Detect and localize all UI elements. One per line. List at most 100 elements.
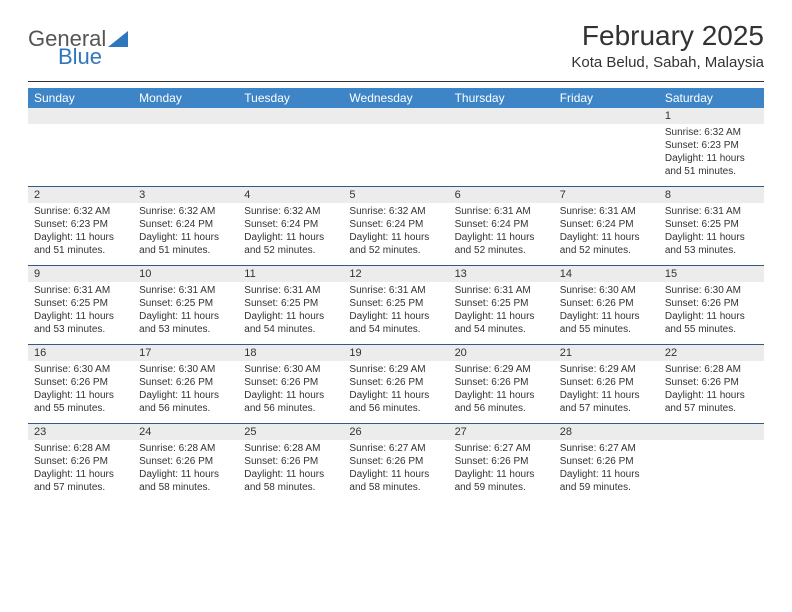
day-header-row: Sunday Monday Tuesday Wednesday Thursday…	[28, 88, 764, 108]
day-info-line: Sunrise: 6:31 AM	[244, 284, 337, 297]
day-cell: Sunrise: 6:31 AMSunset: 6:24 PMDaylight:…	[554, 203, 659, 265]
day-info-line: Daylight: 11 hours and 52 minutes.	[560, 231, 653, 257]
day-number: 14	[554, 266, 659, 282]
day-number: 25	[238, 424, 343, 440]
day-info-line: Sunset: 6:25 PM	[139, 297, 232, 310]
day-info-line: Sunset: 6:25 PM	[455, 297, 548, 310]
day-cell: Sunrise: 6:27 AMSunset: 6:26 PMDaylight:…	[554, 440, 659, 502]
week-content-row: Sunrise: 6:30 AMSunset: 6:26 PMDaylight:…	[28, 361, 764, 423]
day-cell: Sunrise: 6:32 AMSunset: 6:23 PMDaylight:…	[28, 203, 133, 265]
day-info-line: Sunset: 6:24 PM	[560, 218, 653, 231]
day-info-line: Sunrise: 6:30 AM	[665, 284, 758, 297]
calendar-page: General February 2025 Kota Belud, Sabah,…	[0, 0, 792, 522]
day-number: 7	[554, 187, 659, 203]
weeks-container: 1Sunrise: 6:32 AMSunset: 6:23 PMDaylight…	[28, 108, 764, 502]
day-info-line: Daylight: 11 hours and 54 minutes.	[455, 310, 548, 336]
day-cell: Sunrise: 6:32 AMSunset: 6:24 PMDaylight:…	[238, 203, 343, 265]
day-cell: Sunrise: 6:30 AMSunset: 6:26 PMDaylight:…	[28, 361, 133, 423]
day-number: 28	[554, 424, 659, 440]
day-number: 9	[28, 266, 133, 282]
week-row: 9101112131415	[28, 265, 764, 282]
day-cell	[238, 124, 343, 186]
day-number: 24	[133, 424, 238, 440]
day-info-line: Daylight: 11 hours and 58 minutes.	[139, 468, 232, 494]
day-info-line: Sunrise: 6:31 AM	[665, 205, 758, 218]
day-info-line: Sunset: 6:23 PM	[34, 218, 127, 231]
day-info-line: Sunrise: 6:31 AM	[139, 284, 232, 297]
day-info-line: Daylight: 11 hours and 54 minutes.	[244, 310, 337, 336]
day-info-line: Sunset: 6:25 PM	[244, 297, 337, 310]
day-info-line: Daylight: 11 hours and 52 minutes.	[455, 231, 548, 257]
day-cell	[659, 440, 764, 502]
day-info-line: Sunrise: 6:32 AM	[139, 205, 232, 218]
day-cell: Sunrise: 6:30 AMSunset: 6:26 PMDaylight:…	[238, 361, 343, 423]
day-cell	[343, 124, 448, 186]
day-info-line: Daylight: 11 hours and 59 minutes.	[560, 468, 653, 494]
day-cell: Sunrise: 6:28 AMSunset: 6:26 PMDaylight:…	[133, 440, 238, 502]
day-info-line: Sunset: 6:24 PM	[139, 218, 232, 231]
day-cell	[554, 124, 659, 186]
title-location: Kota Belud, Sabah, Malaysia	[571, 54, 764, 71]
day-info-line: Sunrise: 6:32 AM	[665, 126, 758, 139]
day-info-line: Sunrise: 6:29 AM	[455, 363, 548, 376]
day-number: 20	[449, 345, 554, 361]
day-cell: Sunrise: 6:32 AMSunset: 6:24 PMDaylight:…	[133, 203, 238, 265]
day-number	[133, 108, 238, 124]
day-header: Wednesday	[343, 88, 448, 108]
day-header: Saturday	[659, 88, 764, 108]
day-info-line: Sunset: 6:24 PM	[349, 218, 442, 231]
day-info-line: Daylight: 11 hours and 51 minutes.	[34, 231, 127, 257]
day-info-line: Sunset: 6:26 PM	[34, 376, 127, 389]
day-info-line: Daylight: 11 hours and 59 minutes.	[455, 468, 548, 494]
day-cell: Sunrise: 6:27 AMSunset: 6:26 PMDaylight:…	[343, 440, 448, 502]
day-cell	[28, 124, 133, 186]
day-info-line: Sunrise: 6:32 AM	[34, 205, 127, 218]
day-info-line: Sunset: 6:26 PM	[139, 455, 232, 468]
day-info-line: Sunrise: 6:27 AM	[560, 442, 653, 455]
day-number: 21	[554, 345, 659, 361]
day-cell: Sunrise: 6:29 AMSunset: 6:26 PMDaylight:…	[554, 361, 659, 423]
day-info-line: Sunset: 6:26 PM	[139, 376, 232, 389]
week-content-row: Sunrise: 6:32 AMSunset: 6:23 PMDaylight:…	[28, 124, 764, 186]
day-number: 13	[449, 266, 554, 282]
day-info-line: Sunrise: 6:31 AM	[34, 284, 127, 297]
day-cell: Sunrise: 6:30 AMSunset: 6:26 PMDaylight:…	[659, 282, 764, 344]
day-cell	[449, 124, 554, 186]
day-number	[449, 108, 554, 124]
day-info-line: Daylight: 11 hours and 54 minutes.	[349, 310, 442, 336]
day-info-line: Daylight: 11 hours and 56 minutes.	[244, 389, 337, 415]
day-header: Sunday	[28, 88, 133, 108]
day-info-line: Sunrise: 6:28 AM	[665, 363, 758, 376]
day-info-line: Sunrise: 6:28 AM	[244, 442, 337, 455]
day-number: 6	[449, 187, 554, 203]
day-info-line: Sunset: 6:25 PM	[349, 297, 442, 310]
day-info-line: Sunset: 6:26 PM	[560, 455, 653, 468]
day-info-line: Sunrise: 6:29 AM	[349, 363, 442, 376]
day-cell: Sunrise: 6:31 AMSunset: 6:25 PMDaylight:…	[238, 282, 343, 344]
day-number: 4	[238, 187, 343, 203]
day-number: 11	[238, 266, 343, 282]
day-info-line: Sunset: 6:24 PM	[244, 218, 337, 231]
day-info-line: Sunset: 6:26 PM	[560, 376, 653, 389]
day-number: 10	[133, 266, 238, 282]
day-cell: Sunrise: 6:30 AMSunset: 6:26 PMDaylight:…	[133, 361, 238, 423]
day-cell: Sunrise: 6:32 AMSunset: 6:24 PMDaylight:…	[343, 203, 448, 265]
day-cell: Sunrise: 6:28 AMSunset: 6:26 PMDaylight:…	[28, 440, 133, 502]
day-info-line: Sunset: 6:26 PM	[349, 376, 442, 389]
day-info-line: Daylight: 11 hours and 57 minutes.	[560, 389, 653, 415]
day-number	[554, 108, 659, 124]
week-content-row: Sunrise: 6:32 AMSunset: 6:23 PMDaylight:…	[28, 203, 764, 265]
day-cell: Sunrise: 6:31 AMSunset: 6:25 PMDaylight:…	[28, 282, 133, 344]
week-row: 2345678	[28, 186, 764, 203]
day-header: Thursday	[449, 88, 554, 108]
day-info-line: Daylight: 11 hours and 56 minutes.	[139, 389, 232, 415]
day-info-line: Daylight: 11 hours and 53 minutes.	[665, 231, 758, 257]
day-number: 3	[133, 187, 238, 203]
day-cell: Sunrise: 6:29 AMSunset: 6:26 PMDaylight:…	[343, 361, 448, 423]
day-number: 18	[238, 345, 343, 361]
week-row: 16171819202122	[28, 344, 764, 361]
day-number	[343, 108, 448, 124]
day-info-line: Sunrise: 6:31 AM	[455, 205, 548, 218]
day-info-line: Daylight: 11 hours and 58 minutes.	[244, 468, 337, 494]
header: General February 2025 Kota Belud, Sabah,…	[28, 20, 764, 71]
